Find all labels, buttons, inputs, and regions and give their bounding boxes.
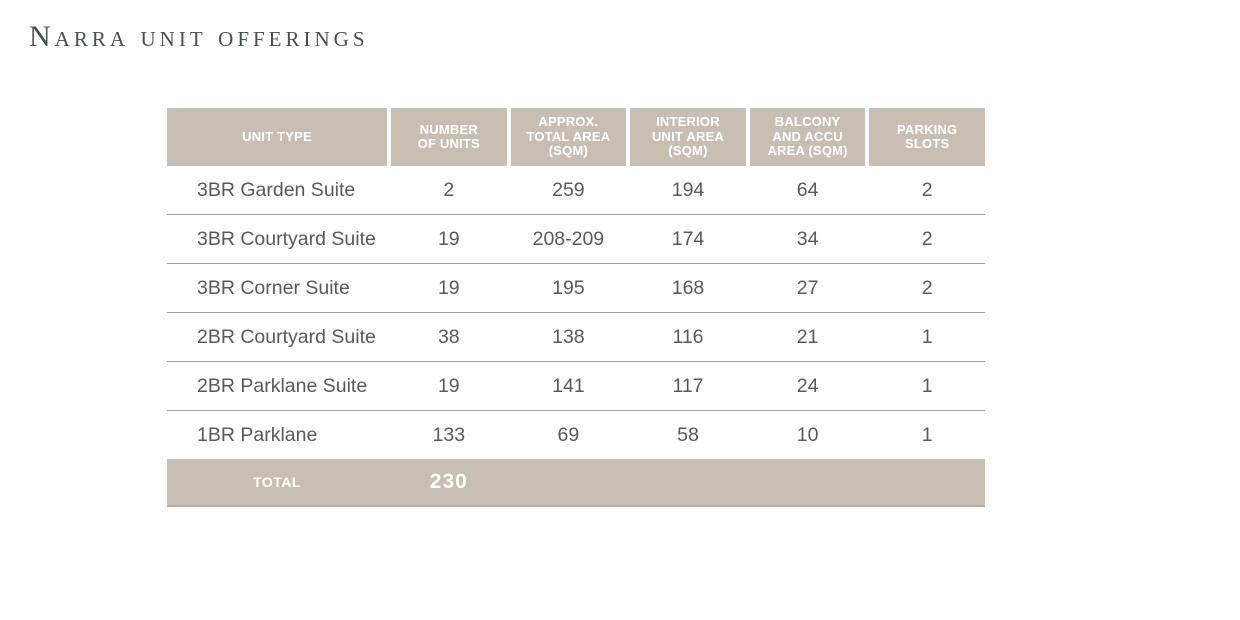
interior-unit-area-cell: 168: [671, 276, 705, 299]
table-row: 3BR Corner Suite 19 195 168 27 2: [167, 264, 985, 313]
approx-total-area-cell: 259: [552, 178, 585, 201]
header-cell-balcony-accu-area: BALCONY AND ACCU AREA (SQM): [749, 108, 866, 166]
interior-unit-area-cell: 58: [677, 423, 699, 446]
number-of-units-cell: 19: [437, 227, 460, 250]
parking-slots-cell: 1: [921, 325, 933, 348]
total-units-value: 230: [429, 470, 468, 493]
total-label: TOTAL: [253, 474, 301, 490]
number-of-units-cell: 2: [443, 178, 455, 201]
unit-type-cell: 1BR Parklane: [197, 423, 318, 446]
balcony-accu-area-cell: 27: [796, 276, 819, 299]
table-row: 2BR Courtyard Suite 38 138 116 21 1: [167, 313, 985, 362]
balcony-accu-area-cell: 10: [796, 423, 819, 446]
number-of-units-cell: 19: [437, 374, 460, 397]
parking-slots-cell: 1: [921, 374, 933, 397]
number-of-units-cell: 133: [432, 423, 466, 446]
header-cell-interior-unit-area: INTERIOR UNIT AREA (SQM): [630, 108, 746, 166]
parking-slots-cell: 2: [921, 178, 933, 201]
table-row: 2BR Parklane Suite 19 141 117 24 1: [167, 362, 985, 411]
interior-unit-area-cell: 117: [672, 374, 704, 397]
header-cell-number-of-units: NUMBER OF UNITS: [391, 108, 507, 166]
table-row: 3BR Courtyard Suite 19 208-209 174 34 2: [167, 215, 985, 264]
interior-unit-area-cell: 174: [671, 227, 705, 250]
parking-slots-cell: 2: [921, 276, 933, 299]
number-of-units-cell: 19: [437, 276, 460, 299]
approx-total-area-cell: 69: [557, 423, 580, 446]
header-cell-approx-total-area: APPROX. TOTAL AREA (SQM): [510, 108, 627, 166]
unit-type-cell: 3BR Garden Suite: [197, 178, 356, 201]
approx-total-area-cell: 195: [552, 276, 585, 299]
balcony-accu-area-cell: 24: [796, 374, 819, 397]
table-row: 1BR Parklane 133 69 58 10 1: [167, 411, 985, 459]
balcony-accu-area-cell: 34: [796, 227, 819, 250]
balcony-accu-area-cell: 21: [796, 325, 819, 348]
number-of-units-cell: 38: [437, 325, 460, 348]
header-cell-parking-slots: PARKING SLOTS: [869, 108, 985, 166]
table-header-row: UNIT TYPE NUMBER OF UNITS APPROX. TOTAL …: [167, 108, 985, 166]
approx-total-area-cell: 208-209: [532, 227, 605, 250]
interior-unit-area-cell: 194: [671, 178, 705, 201]
approx-total-area-cell: 138: [552, 325, 585, 348]
interior-unit-area-cell: 116: [672, 325, 704, 348]
table-total-row: TOTAL 230: [167, 459, 985, 507]
unit-type-cell: 3BR Courtyard Suite: [197, 227, 376, 250]
unit-type-cell: 2BR Courtyard Suite: [197, 325, 376, 348]
page-title: Narra unit offerings: [29, 20, 369, 53]
balcony-accu-area-cell: 64: [796, 178, 819, 201]
table-row: 3BR Garden Suite 2 259 194 64 2: [167, 166, 985, 215]
unit-offerings-table: UNIT TYPE NUMBER OF UNITS APPROX. TOTAL …: [167, 108, 985, 507]
unit-type-cell: 2BR Parklane Suite: [197, 374, 368, 397]
parking-slots-cell: 1: [921, 423, 933, 446]
approx-total-area-cell: 141: [552, 374, 585, 397]
parking-slots-cell: 2: [921, 227, 933, 250]
unit-type-cell: 3BR Corner Suite: [197, 276, 350, 299]
header-cell-unit-type: UNIT TYPE: [167, 108, 387, 166]
